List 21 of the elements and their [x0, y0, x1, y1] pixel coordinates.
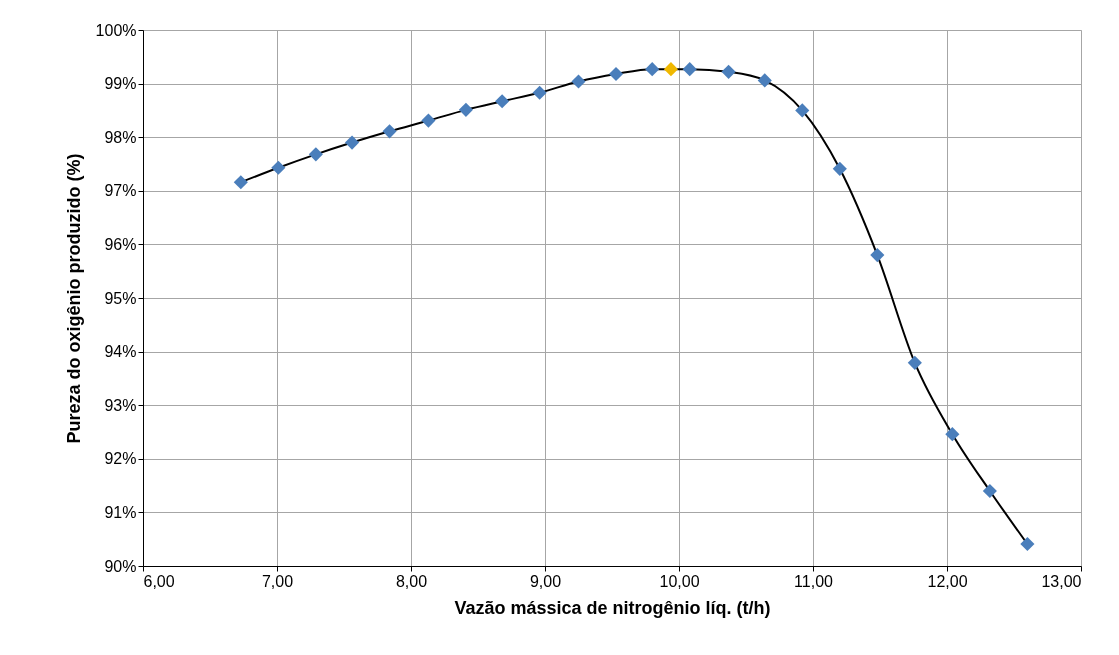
- y-tick-label: 97%: [104, 182, 137, 200]
- y-tick-label: 90%: [104, 557, 137, 575]
- x-tick-label: 7,00: [261, 572, 294, 590]
- x-tick-label: 8,00: [395, 572, 428, 590]
- y-axis-title: Pureza do oxigênio produzido (%): [63, 153, 84, 444]
- y-tick-label: 92%: [104, 450, 137, 468]
- x-axis-title: Vazão mássica de nitrogênio líq. (t/h): [454, 597, 771, 618]
- x-tick-label: 6,00: [143, 572, 175, 590]
- x-tick-label: 13,00: [1041, 572, 1082, 590]
- x-tick-label: 12,00: [927, 572, 968, 590]
- y-tick-label: 93%: [104, 396, 137, 414]
- y-tick-label: 98%: [104, 128, 137, 146]
- y-tick-label: 91%: [104, 503, 137, 521]
- y-tick-label: 99%: [104, 75, 137, 93]
- y-tick-label: 100%: [95, 21, 137, 39]
- x-tick-label: 11,00: [794, 572, 834, 590]
- x-tick-label: 9,00: [529, 572, 562, 590]
- y-tick-label: 96%: [104, 235, 137, 253]
- y-tick-label: 95%: [104, 289, 137, 307]
- y-tick-label: 94%: [104, 343, 137, 361]
- x-tick-label: 10,00: [659, 572, 700, 590]
